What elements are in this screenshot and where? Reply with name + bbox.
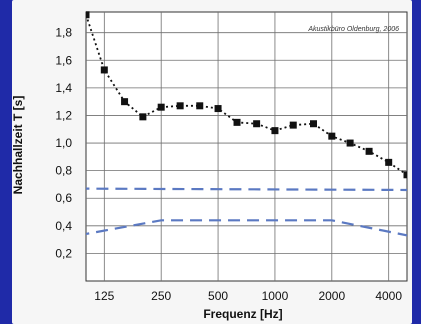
x-tick-label: 1000 [262,289,289,303]
measured-point [365,147,373,155]
x-tick-label: 250 [151,289,171,303]
measured-point [271,127,279,135]
measured-point [328,132,336,140]
y-tick-labels: 0,2 0,4 0,6 0,8 1,0 1,2 1,4 1,6 1,8 [55,26,72,261]
measured-point [253,120,261,128]
y-tick-label: 1,6 [55,53,72,67]
x-tick-label: 500 [208,289,228,303]
data-series [86,11,407,237]
measured-point [196,102,204,110]
x-tick-label: 4000 [375,289,402,303]
measured-point [157,103,165,111]
y-tick-label: 1,2 [55,108,72,122]
x-tick-label: 125 [94,289,114,303]
measured-point [346,139,354,147]
measured-point [176,102,184,110]
measured-point [86,11,90,19]
measured-point [289,121,297,129]
x-tick-label: 2000 [318,289,345,303]
x-axis-label: Frequenz [Hz] [203,307,282,321]
y-tick-label: 0,8 [55,164,72,178]
y-tick-label: 0,4 [55,219,72,233]
tolerance-line-2 [86,219,407,237]
y-axis-label: Nachhallzeit T [s] [11,96,25,195]
measured-point [310,120,318,128]
y-tick-label: 0,2 [55,246,72,260]
measured-point [385,158,393,166]
y-tick-label: 1,8 [55,26,72,40]
y-tick-label: 1,4 [55,81,72,95]
x-tick-labels: 125 250 500 1000 2000 4000 [94,289,402,303]
measured-point [214,105,222,113]
chart-annotation: Akustikbüro Oldenburg, 2006 [307,26,399,33]
measured-point [233,118,241,126]
y-tick-label: 0,6 [55,191,72,205]
measured-point [121,98,129,106]
measured-point [100,66,108,74]
measured-point [139,113,147,121]
y-tick-label: 1,0 [55,136,72,150]
measured-point [403,171,407,179]
